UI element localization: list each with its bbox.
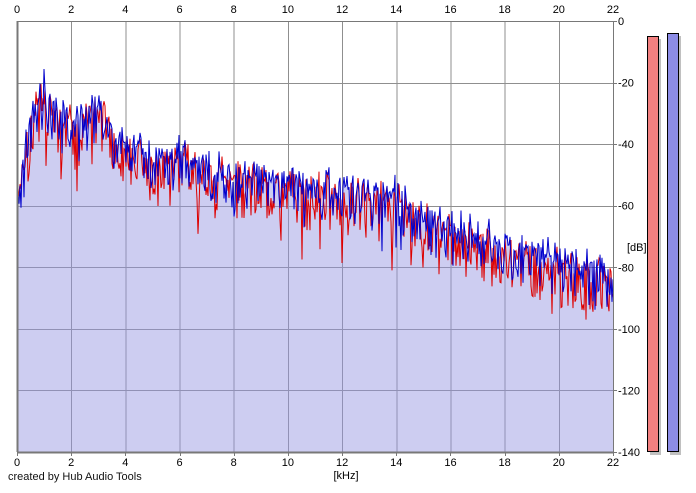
x-tick-label-top: 8 (231, 4, 237, 16)
x-tick-label-bottom: 22 (607, 457, 619, 469)
y-tick-label: 0 (618, 16, 624, 28)
x-tick-label-bottom: 12 (336, 457, 348, 469)
x-tick-label-top: 16 (444, 4, 456, 16)
x-tick-label-top: 2 (68, 4, 74, 16)
x-tick-label-top: 12 (336, 4, 348, 16)
level-meter-red-bar (647, 36, 659, 452)
x-tick-label-top: 10 (282, 4, 294, 16)
y-tick-label: -120 (618, 385, 640, 397)
x-tick-label-top: 22 (607, 4, 619, 16)
y-tick-label: -40 (618, 139, 634, 151)
x-tick-label-bottom: 16 (444, 457, 456, 469)
y-tick-label: -20 (618, 78, 634, 90)
credit-text: created by Hub Audio Tools (8, 471, 142, 483)
y-axis-unit-label: [dB] (627, 242, 647, 254)
x-tick-label-bottom: 4 (122, 457, 128, 469)
x-tick-label-top: 20 (553, 4, 565, 16)
x-tick-label-top: 14 (390, 4, 402, 16)
y-tick-label: -100 (618, 324, 640, 336)
x-axis-unit-label: [kHz] (333, 470, 359, 482)
y-tick-label: -140 (618, 447, 640, 459)
x-tick-label-top: 4 (122, 4, 128, 16)
x-tick-label-bottom: 8 (231, 457, 237, 469)
x-tick-label-top: 18 (499, 4, 511, 16)
x-tick-label-bottom: 2 (68, 457, 74, 469)
x-tick-label-bottom: 14 (390, 457, 402, 469)
x-tick-label-bottom: 20 (553, 457, 565, 469)
x-tick-label-bottom: 0 (14, 457, 20, 469)
x-tick-label-top: 0 (14, 4, 20, 16)
level-meter-blue-bar (667, 33, 679, 452)
x-tick-label-bottom: 18 (499, 457, 511, 469)
x-tick-label-bottom: 10 (282, 457, 294, 469)
x-tick-label-top: 6 (176, 4, 182, 16)
x-tick-label-bottom: 6 (176, 457, 182, 469)
y-tick-label: -80 (618, 262, 634, 274)
spectrum-trace-blue (16, 68, 614, 310)
y-tick-label: -60 (618, 201, 634, 213)
